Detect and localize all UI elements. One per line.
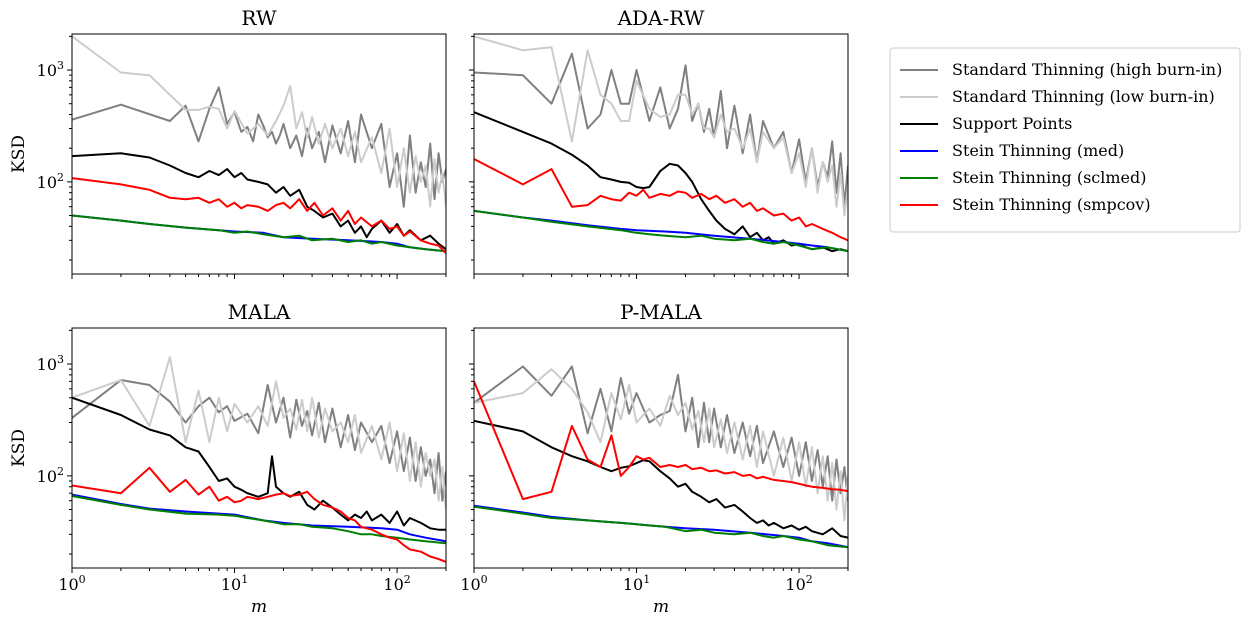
plot-area bbox=[71, 327, 447, 569]
panel-2: ADA-RW bbox=[469, 6, 849, 279]
x-tick-label: 101 bbox=[221, 573, 248, 594]
y-tick-label: 103 bbox=[37, 59, 64, 80]
panel-title: RW bbox=[241, 6, 277, 30]
series-line-4 bbox=[474, 209, 848, 253]
panel-title: ADA-RW bbox=[617, 6, 705, 30]
series-line-3 bbox=[72, 152, 446, 251]
series-line-2 bbox=[72, 356, 446, 510]
x-axis-label: m bbox=[653, 597, 669, 617]
plot-area bbox=[473, 327, 849, 569]
series-line-3 bbox=[72, 396, 446, 531]
panel-title: MALA bbox=[228, 300, 291, 324]
series-line-6 bbox=[474, 381, 848, 501]
x-tick-label: 101 bbox=[623, 573, 650, 594]
y-tick-label: 102 bbox=[37, 171, 64, 192]
series-line-4 bbox=[72, 493, 446, 543]
series-line-5 bbox=[72, 495, 446, 545]
legend-box bbox=[889, 47, 1241, 233]
y-tick-label: 103 bbox=[37, 353, 64, 374]
series-line-6 bbox=[72, 177, 446, 254]
legend-label: Standard Thinning (low burn-in) bbox=[952, 87, 1215, 106]
panel-3: MALA 100 101 102 m 102 103 KSD bbox=[9, 300, 447, 617]
plot-area bbox=[71, 33, 447, 275]
legend-label: Standard Thinning (high burn-in) bbox=[952, 60, 1222, 79]
y-tick-label: 102 bbox=[37, 465, 64, 486]
legend-label: Stein Thinning (med) bbox=[952, 141, 1124, 160]
series-line-1 bbox=[72, 379, 446, 502]
series-line-1 bbox=[474, 365, 848, 502]
series-line-1 bbox=[474, 52, 848, 208]
series-line-3 bbox=[474, 419, 848, 539]
legend: Standard Thinning (high burn-in) Standard… bbox=[889, 47, 1241, 233]
series-line-2 bbox=[474, 368, 848, 522]
series-line-2 bbox=[72, 35, 446, 208]
panel-title: P-MALA bbox=[620, 300, 702, 324]
series-line-6 bbox=[72, 466, 446, 563]
y-axis-label: KSD bbox=[9, 135, 29, 173]
legend-label: Stein Thinning (sclmed) bbox=[952, 168, 1146, 187]
series-line-5 bbox=[72, 214, 446, 253]
series-line-1 bbox=[72, 86, 446, 208]
series-line-6 bbox=[474, 158, 848, 242]
series-line-5 bbox=[474, 209, 848, 253]
x-tick-label: 100 bbox=[58, 573, 85, 594]
x-tick-label: 100 bbox=[460, 573, 487, 594]
x-tick-label: 102 bbox=[785, 573, 812, 594]
panel-1: RW 102 103 KSD bbox=[9, 6, 447, 279]
plot-area bbox=[473, 33, 849, 275]
legend-label: Support Points bbox=[952, 114, 1072, 133]
panel-4: P-MALA 100 101 102 m bbox=[460, 300, 849, 617]
series-line-5 bbox=[474, 505, 848, 549]
y-axis-label: KSD bbox=[9, 429, 29, 467]
x-tick-label: 102 bbox=[383, 573, 410, 594]
series-line-2 bbox=[474, 35, 848, 217]
x-axis-label: m bbox=[251, 597, 267, 617]
legend-label: Stein Thinning (smpcov) bbox=[952, 195, 1151, 214]
